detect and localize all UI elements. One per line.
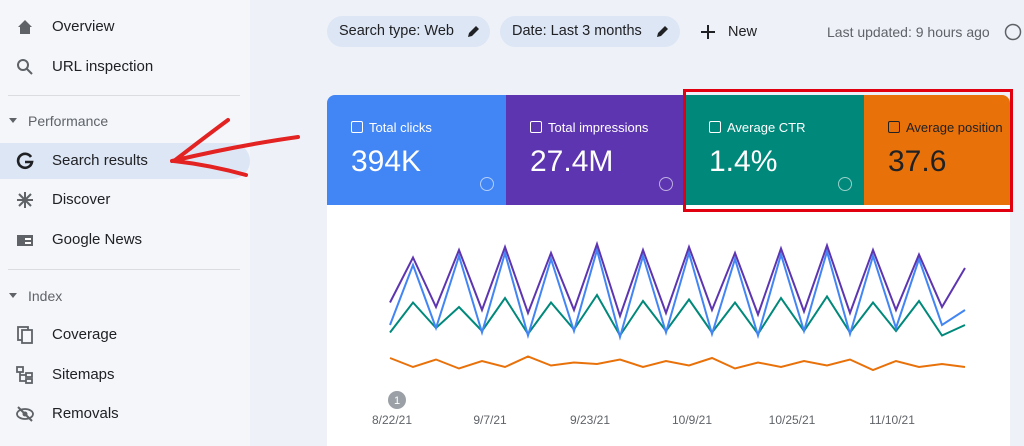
- metric-value: 27.4M: [530, 145, 614, 178]
- section-title[interactable]: Index: [28, 288, 63, 304]
- filter-chip[interactable]: Date: Last 3 months: [500, 16, 680, 47]
- x-tick-label: 10/25/21: [769, 413, 816, 427]
- metric-value: 37.6: [888, 145, 947, 178]
- x-tick-label: 11/10/21: [869, 413, 915, 427]
- chip-label: Search type: Web: [339, 23, 454, 39]
- metric-label: Average position: [906, 120, 1003, 135]
- nav-label: Search results: [52, 152, 148, 169]
- metric-tile[interactable]: Average CTR 1.4%: [685, 95, 864, 205]
- nav-item[interactable]: Overview: [0, 9, 250, 45]
- metric-tile[interactable]: Average position 37.6: [864, 95, 1010, 205]
- chip-label: Date: Last 3 months: [512, 23, 642, 39]
- series-line: [389, 293, 966, 338]
- nav-label: Coverage: [52, 326, 118, 343]
- x-tick-label: 9/7/21: [473, 413, 507, 427]
- series-line: [389, 240, 966, 320]
- metric-label: Average CTR: [727, 120, 806, 135]
- metric-value: 1.4%: [709, 145, 778, 178]
- sidebar: Overview URL inspection Performance Sear…: [0, 0, 250, 446]
- nav-label: Removals: [52, 405, 119, 422]
- nav-item[interactable]: Discover: [0, 182, 250, 218]
- caret: [9, 118, 17, 123]
- filter-chip[interactable]: Search type: Web: [327, 16, 490, 47]
- nav-item[interactable]: Google News: [0, 222, 250, 258]
- annotation-marker: [388, 391, 406, 409]
- new-button[interactable]: New: [728, 24, 758, 40]
- edit-icon: [468, 26, 479, 37]
- help-icon: [659, 177, 673, 191]
- nav-item[interactable]: Removals: [0, 396, 250, 432]
- caret: [9, 293, 17, 298]
- checkbox: [709, 121, 721, 133]
- nav-label: Overview: [52, 18, 115, 35]
- red-arrow: [170, 118, 300, 177]
- chart: 8/22/21 9/7/21 9/23/21 10/9/21 10/25/21 11/10…: [372, 240, 966, 427]
- metric-tile[interactable]: Total impressions 27.4M: [506, 95, 685, 205]
- nav-item[interactable]: Coverage: [0, 317, 250, 353]
- annotation-label: 1: [394, 395, 400, 407]
- nav-item[interactable]: URL inspection: [0, 49, 250, 85]
- help-icon: [838, 177, 852, 191]
- metric-tile[interactable]: Total clicks 394K: [327, 95, 506, 205]
- divider: [8, 95, 240, 96]
- edit-icon: [657, 26, 668, 37]
- help-icon: [480, 177, 494, 191]
- divider: [8, 269, 240, 270]
- nav-item[interactable]: Sitemaps: [0, 357, 250, 393]
- nav-item[interactable]: Search results: [0, 143, 250, 179]
- section-title[interactable]: Performance: [28, 113, 109, 129]
- metric-value: 394K: [351, 145, 422, 178]
- nav-label: Discover: [52, 191, 111, 208]
- help-icon: [1004, 23, 1022, 41]
- last-updated: Last updated: 9 hours ago: [827, 24, 990, 40]
- checkbox: [351, 121, 363, 133]
- nav-label: Sitemaps: [52, 366, 115, 383]
- highlight-box: [683, 89, 1013, 212]
- nav-label: URL inspection: [52, 58, 154, 75]
- performance-card: 8/22/21 9/7/21 9/23/21 10/9/21 10/25/21 11/10…: [327, 95, 1010, 446]
- plus-icon: [701, 25, 715, 39]
- checkbox: [530, 121, 542, 133]
- series-line: [389, 355, 966, 372]
- nav-label: Google News: [52, 231, 143, 248]
- checkbox: [888, 121, 900, 133]
- metric-label: Total impressions: [548, 120, 649, 135]
- metric-label: Total clicks: [369, 120, 432, 135]
- x-tick-label: 10/9/21: [672, 413, 712, 427]
- series-line: [389, 246, 966, 341]
- x-tick-label: 9/23/21: [570, 413, 610, 427]
- x-tick-label: 8/22/21: [372, 413, 412, 427]
